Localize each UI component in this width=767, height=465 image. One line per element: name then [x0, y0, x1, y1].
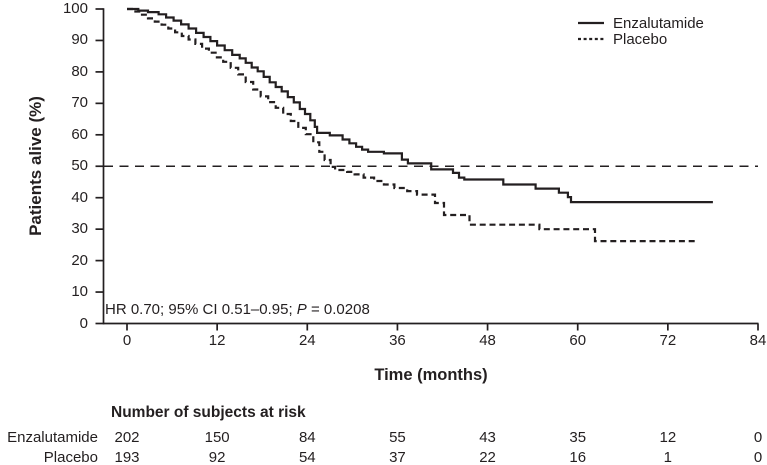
risk-count: 35 — [569, 429, 587, 446]
risk-count: 43 — [479, 429, 496, 446]
y-tick-label-10: 10 — [71, 283, 88, 301]
legend-item-placebo: Placebo — [578, 30, 704, 48]
hr-annotation-pvalue: = 0.0208 — [306, 301, 370, 318]
x-tick-label-12: 12 — [208, 332, 226, 349]
y-tick-label-50: 50 — [71, 157, 88, 175]
y-tick-label-70: 70 — [71, 94, 88, 112]
y-tick-label-80: 80 — [71, 62, 88, 80]
x-tick-label-72: 72 — [659, 332, 677, 349]
risk-row-label-placebo: Placebo — [43, 448, 98, 465]
x-axis-title: Time (months) — [374, 366, 488, 384]
risk-count: 84 — [298, 429, 316, 446]
x-tick-label-24: 24 — [298, 332, 316, 349]
x-tick-label-48: 48 — [479, 332, 496, 349]
risk-row-label-enzalutamide: Enzalutamide — [7, 429, 98, 446]
y-tick-label-60: 60 — [71, 125, 88, 143]
risk-table-title: Number of subjects at risk — [111, 404, 306, 421]
risk-count: 150 — [204, 429, 230, 446]
dashed-line-icon — [578, 37, 604, 41]
risk-count: 92 — [208, 448, 226, 465]
legend-label-enzalutamide: Enzalutamide — [613, 14, 704, 32]
risk-count: 12 — [659, 429, 677, 446]
y-axis-title: Patients alive (%) — [26, 96, 45, 236]
legend: Enzalutamide Placebo — [578, 14, 704, 48]
y-tick-label-0: 0 — [79, 314, 88, 332]
risk-count: 37 — [389, 448, 406, 465]
risk-count: 202 — [114, 429, 140, 446]
y-tick-label-100: 100 — [62, 0, 88, 17]
x-tick-label-36: 36 — [389, 332, 406, 349]
risk-count: 0 — [753, 429, 763, 446]
x-tick-label-60: 60 — [569, 332, 587, 349]
risk-count: 193 — [114, 448, 140, 465]
risk-count: 16 — [569, 448, 587, 465]
x-tick-label-84: 84 — [749, 332, 767, 349]
p-symbol: P — [296, 301, 307, 318]
risk-count: 1 — [663, 448, 673, 465]
series-curve-placebo — [127, 7, 698, 243]
hr-annotation-prefix: HR 0.70; 95% CI 0.51–0.95; — [105, 301, 297, 318]
legend-label-placebo: Placebo — [613, 30, 668, 48]
y-tick-label-40: 40 — [71, 188, 88, 206]
hr-annotation: HR 0.70; 95% CI 0.51–0.95; P = 0.0208 — [105, 301, 370, 318]
risk-count: 0 — [753, 448, 763, 465]
solid-line-icon — [578, 21, 604, 25]
series-curve-enzalutamide — [127, 7, 713, 204]
y-tick-label-90: 90 — [71, 31, 88, 49]
y-tick-label-30: 30 — [71, 220, 88, 238]
y-tick-label-20: 20 — [71, 251, 88, 269]
risk-count: 54 — [298, 448, 316, 465]
risk-count: 55 — [389, 429, 406, 446]
x-tick-label-0: 0 — [122, 332, 132, 349]
legend-item-enzalutamide: Enzalutamide — [578, 14, 704, 32]
risk-count: 22 — [479, 448, 496, 465]
